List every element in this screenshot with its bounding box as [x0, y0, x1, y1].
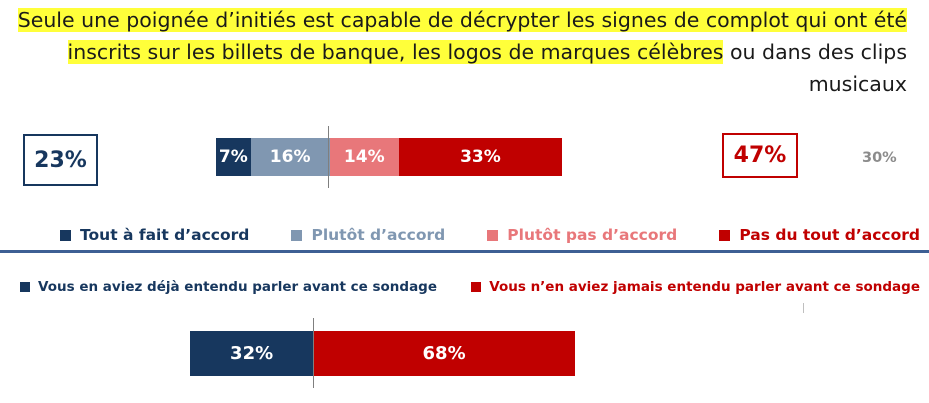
bar2-axis-line — [313, 318, 314, 388]
legend-item: Vous n’en aviez jamais entendu parler av… — [471, 279, 920, 295]
agree-total-box: 23% — [23, 134, 98, 186]
bar-segment-1: 7% — [216, 138, 251, 176]
awareness-bar: 32% 68% — [190, 331, 575, 376]
separator-line — [0, 250, 929, 253]
bar-segment-label: 7% — [218, 147, 248, 167]
legend-label: Tout à fait d’accord — [80, 226, 250, 244]
disagree-total-label: 47% — [733, 143, 787, 168]
bar-segment-4: 33% — [398, 138, 562, 176]
disagree-total-box: 47% — [722, 133, 798, 178]
bar-segment-label: 14% — [343, 147, 385, 167]
legend-item: Tout à fait d’accord — [60, 226, 249, 244]
legend-awareness: Vous en aviez déjà entendu parler avant … — [20, 279, 920, 295]
legend-label: Vous n’en aviez jamais entendu parler av… — [489, 279, 920, 295]
legend-item: Pas du tout d’accord — [719, 226, 920, 244]
question-rest: ou dans des clips musicaux — [723, 40, 907, 96]
legend-swatch — [291, 229, 303, 241]
question-text: Seule une poignée d’initiés est capable … — [17, 4, 907, 100]
other-total-label: 30% — [862, 150, 897, 166]
legend-label: Plutôt pas d’accord — [507, 226, 678, 244]
bar-segment-label: 16% — [269, 147, 311, 167]
legend-label: Pas du tout d’accord — [739, 226, 920, 244]
agreement-bar: 7% 16% 14% 33% — [216, 138, 562, 176]
bar-segment-3: 14% — [329, 138, 399, 176]
legend-agreement: Tout à fait d’accord Plutôt d’accord Plutô… — [60, 226, 920, 244]
legend-swatch — [719, 229, 731, 241]
bar-segment-1: 32% — [190, 331, 314, 376]
legend-swatch — [487, 229, 499, 241]
legend-swatch — [471, 282, 482, 292]
legend-swatch — [20, 282, 30, 292]
bar-segment-label: 68% — [422, 343, 466, 364]
legend-item: Vous en aviez déjà entendu parler avant … — [20, 279, 437, 295]
bar-segment-2: 16% — [250, 138, 330, 176]
tick-mark — [803, 303, 804, 313]
agree-total-label: 23% — [34, 147, 87, 173]
bar-segment-2: 68% — [313, 331, 575, 376]
legend-item: Plutôt pas d’accord — [487, 226, 677, 244]
bar-segment-label: 33% — [460, 147, 501, 167]
legend-swatch — [60, 229, 71, 241]
bar1-axis-line — [328, 126, 329, 188]
bar-segment-label: 32% — [230, 343, 274, 364]
legend-label: Vous en aviez déjà entendu parler avant … — [38, 279, 437, 295]
legend-item: Plutôt d’accord — [291, 226, 445, 244]
legend-label: Plutôt d’accord — [311, 226, 446, 244]
